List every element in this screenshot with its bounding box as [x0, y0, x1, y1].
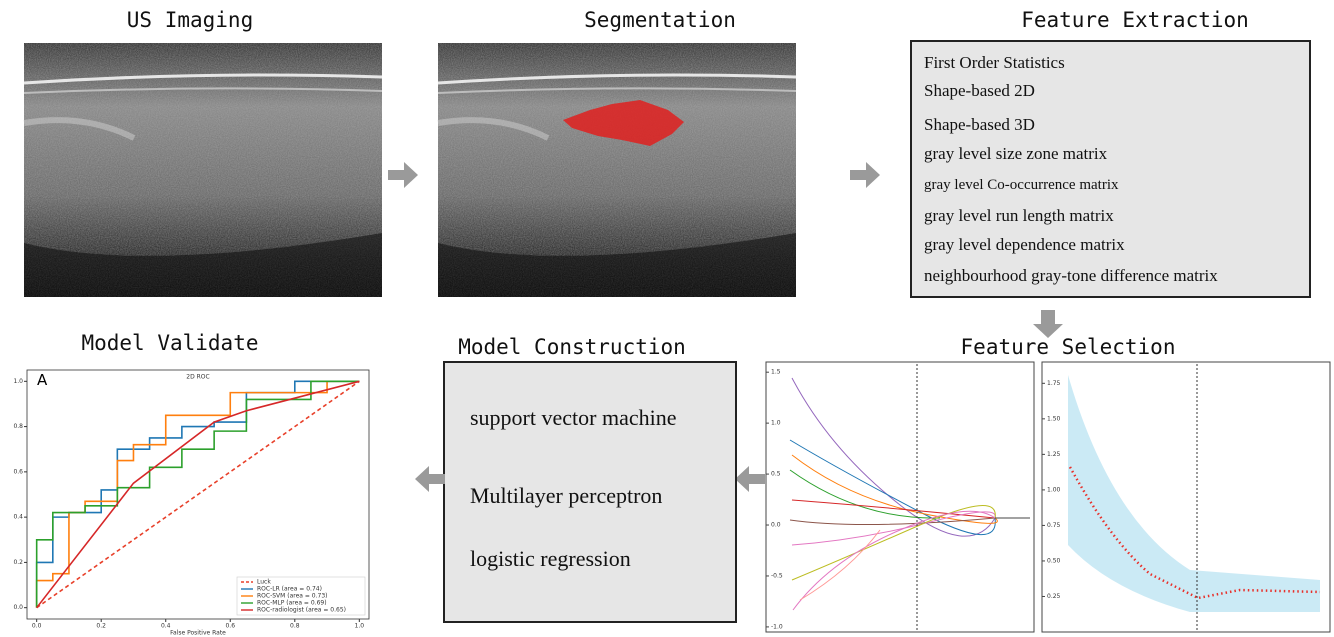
y-tick-label: 0.50 — [1047, 557, 1061, 564]
x-tick-label: 1.0 — [355, 623, 365, 630]
panel-title: US Imaging — [127, 8, 253, 32]
feature-box — [911, 41, 1310, 297]
panel-title: Model Validate — [81, 331, 258, 355]
x-tick-label: 0.2 — [96, 623, 106, 630]
arrow — [1033, 310, 1063, 338]
y-tick-label: 1.75 — [1047, 380, 1061, 387]
model-item: logistic regression — [470, 546, 631, 571]
legend-entry: ROC-radiologist (area = 0.65) — [257, 607, 346, 614]
panel-title: Feature Extraction — [1021, 8, 1249, 32]
y-tick-label: 0.8 — [13, 423, 23, 430]
x-tick-label: 0.8 — [290, 623, 300, 630]
feature-item: neighbourhood gray-tone difference matri… — [924, 266, 1218, 285]
legend-entry: ROC-LR (area = 0.74) — [257, 586, 322, 593]
feature-item: First Order Statistics — [924, 53, 1065, 72]
arrow — [388, 162, 418, 188]
x-tick-label: 0.4 — [161, 623, 171, 630]
legend-entry: Luck — [257, 579, 271, 586]
chart-title: 2D ROC — [186, 374, 209, 381]
legend-entry: ROC-SVM (area = 0.73) — [257, 593, 328, 600]
legend-entry: ROC-MLP (area = 0.69) — [257, 600, 327, 607]
y-tick-label: -1.0 — [771, 623, 783, 630]
y-tick-label: 1.00 — [1047, 486, 1061, 493]
arrow — [735, 466, 765, 492]
y-tick-label: 0.0 — [13, 604, 23, 611]
panel-title: Feature Selection — [961, 335, 1176, 359]
feature-item: Shape-based 2D — [924, 81, 1035, 100]
y-tick-label: -0.5 — [771, 572, 783, 579]
y-tick-label: 1.50 — [1047, 415, 1061, 422]
y-tick-label: 0.75 — [1047, 522, 1061, 529]
feature-item: gray level run length matrix — [924, 206, 1114, 225]
panel-label: A — [37, 371, 48, 389]
y-tick-label: 0.0 — [771, 522, 781, 529]
feature-item: gray level dependence matrix — [924, 235, 1125, 254]
x-axis-label: False Positive Rate — [170, 630, 226, 637]
feature-item: gray level Co-occurrence matrix — [924, 177, 1119, 193]
panel-title: Segmentation — [584, 8, 736, 32]
y-tick-label: 1.0 — [771, 420, 781, 427]
y-tick-label: 0.5 — [771, 471, 781, 478]
y-tick-label: 1.0 — [13, 378, 23, 385]
segmented-image — [438, 43, 796, 297]
panel-title: Model Construction — [458, 335, 686, 359]
arrow — [415, 466, 445, 492]
y-tick-label: 1.5 — [771, 369, 781, 376]
y-tick-label: 0.4 — [13, 514, 23, 521]
y-tick-label: 0.25 — [1047, 593, 1061, 600]
ultrasound-image — [24, 43, 382, 297]
arrow — [850, 162, 880, 188]
x-tick-label: 0.0 — [32, 623, 42, 630]
feature-item: gray level size zone matrix — [924, 144, 1108, 163]
roc-chart: 2D ROC A 0.0 0.2 0.4 0.6 0.8 1.0 0.0 0.2 0.4 0.6 0.8… — [13, 370, 369, 637]
y-tick-label: 1.25 — [1047, 451, 1061, 458]
pipeline-figure: US Imaging Segmentation Feature Extracti… — [0, 0, 1334, 637]
y-tick-label: 0.2 — [13, 559, 23, 566]
y-tick-label: 0.6 — [13, 468, 23, 475]
model-item: Multilayer perceptron — [470, 483, 662, 508]
x-tick-label: 0.6 — [225, 623, 235, 630]
feature-item: Shape-based 3D — [924, 115, 1035, 134]
model-item: support vector machine — [470, 405, 677, 430]
